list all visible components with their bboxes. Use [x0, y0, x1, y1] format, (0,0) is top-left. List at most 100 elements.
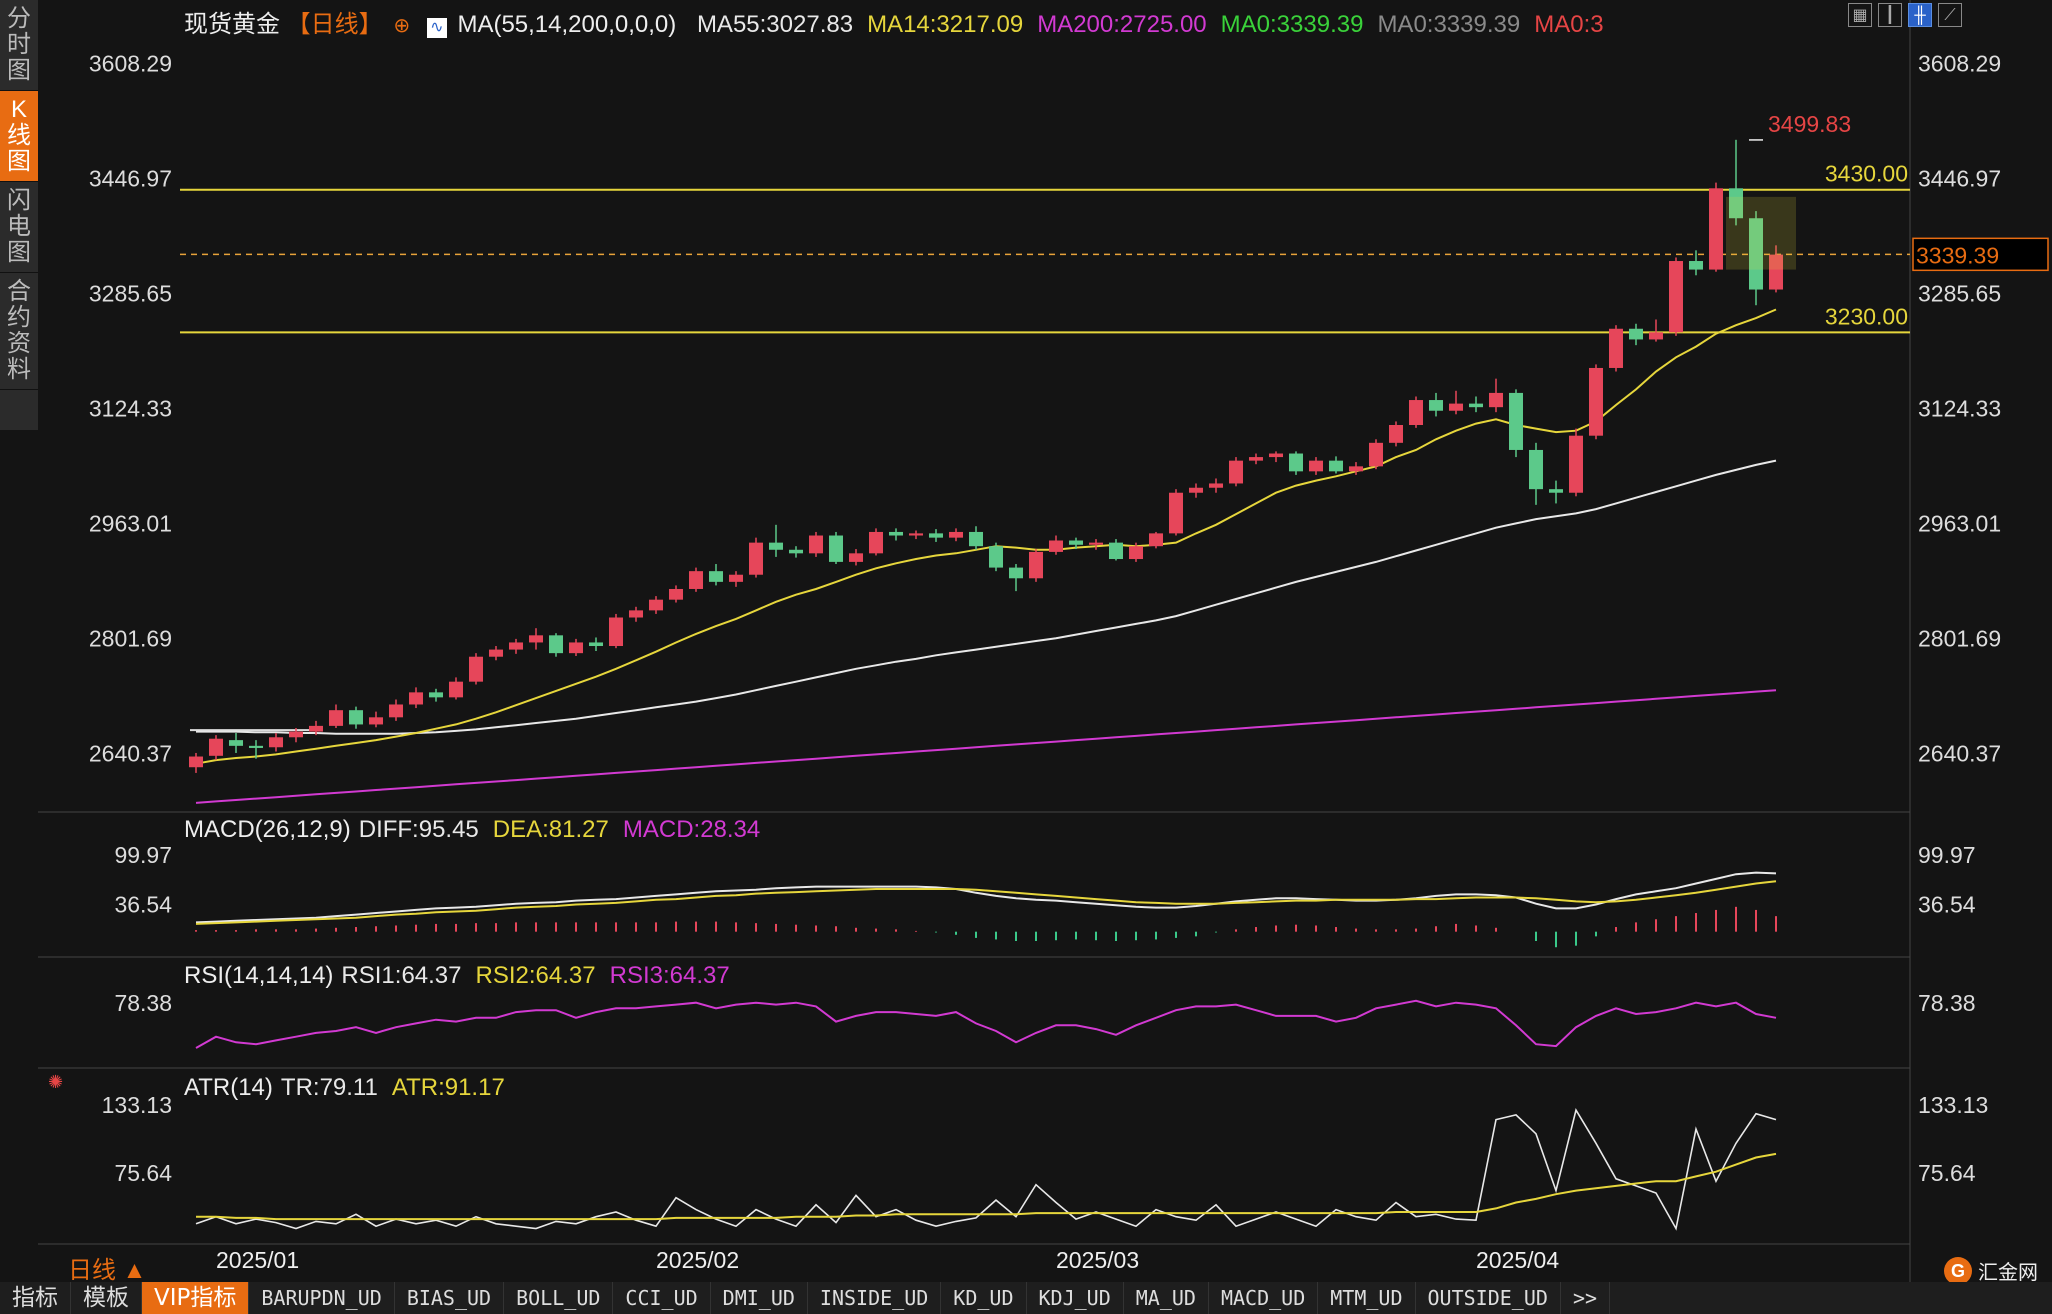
y-tick-label: 2801.69 — [89, 626, 172, 652]
y-tick-label: 3124.33 — [1918, 396, 2001, 422]
candle-body — [669, 588, 683, 600]
atr-legend: ATR(14) TR:79.11 ATR:91.17 — [184, 1074, 533, 1102]
y-tick-label: 3285.65 — [89, 281, 172, 307]
candle-body — [989, 546, 1003, 568]
y-tick-label: 3608.29 — [89, 51, 172, 77]
indicator-tab[interactable]: BARUPDN_UD — [249, 1282, 395, 1314]
candle-body — [1229, 460, 1243, 484]
rsi-tick-label: 78.38 — [114, 990, 172, 1016]
symbol-name: 现货黄金 — [184, 11, 280, 38]
ma-params: MA(55,14,200,0,0,0) — [457, 11, 677, 38]
candle-body — [389, 704, 403, 718]
atr-tick-label: 133.13 — [1918, 1092, 1988, 1118]
candle-body — [1109, 542, 1123, 560]
selection-box — [1726, 196, 1796, 270]
macd-legend-item: DIFF:95.45 — [358, 816, 479, 843]
macd-diff-line — [195, 871, 1777, 924]
indicator-tab[interactable]: DMI_UD — [711, 1282, 808, 1314]
atr-tick-label: 133.13 — [102, 1092, 172, 1118]
indicator-tab[interactable]: KD_UD — [941, 1282, 1027, 1314]
candle-body — [349, 710, 363, 725]
candle-body — [709, 571, 723, 582]
indicator-tab[interactable]: 指标 — [0, 1282, 71, 1314]
y-tick-label: 2801.69 — [1918, 626, 2001, 652]
view-sidebar: 分时图 K线图 闪电图 合约资料 — [0, 0, 38, 430]
candle-body — [1389, 425, 1403, 443]
indicator-tab[interactable]: BIAS_UD — [395, 1282, 505, 1314]
candle-body — [309, 725, 323, 732]
candle-body — [209, 738, 223, 756]
candle-body — [369, 717, 383, 725]
candle-body — [289, 731, 303, 738]
x-tick-label: 2025/01 — [216, 1247, 299, 1273]
candle-body — [1469, 403, 1483, 408]
candle-body — [869, 531, 883, 554]
indicator-tab[interactable]: OUTSIDE_UD — [1416, 1282, 1561, 1314]
high-marker-label: 3499.83 — [1768, 111, 1851, 137]
candle-body — [909, 533, 923, 536]
kline-chart[interactable]: 3608.29 3608.29 3446.97 3446.97 3285.65 3285.… — [0, 0, 2052, 1282]
candle-body — [1089, 542, 1103, 545]
y-tick-label: 3608.29 — [1918, 51, 2001, 77]
candle-body — [429, 692, 443, 698]
candle-body — [329, 710, 343, 726]
candle-body — [1249, 457, 1263, 461]
candle-body — [1609, 328, 1623, 368]
atr-tick-label: 75.64 — [1918, 1160, 1976, 1186]
indicator-tab[interactable]: MTM_UD — [1318, 1282, 1416, 1314]
ma200-line — [195, 689, 1777, 804]
macd-name: MACD(26,12,9) — [184, 816, 351, 843]
line-chart-icon[interactable]: ⟋ — [1938, 3, 1962, 27]
macd-legend: MACD(26,12,9) DIFF:95.45 DEA:81.27 MACD:28.… — [184, 816, 788, 844]
y-tick-label: 2640.37 — [1918, 741, 2001, 767]
macd-legend-item: DEA:81.27 — [492, 816, 609, 843]
candle-body — [929, 533, 943, 538]
candle-body — [1689, 261, 1703, 270]
atr-tick-label: 75.64 — [114, 1160, 172, 1186]
candle-body — [649, 599, 663, 611]
settings-icon[interactable]: ⊕ — [393, 15, 411, 37]
candle-body — [1449, 403, 1463, 411]
candle-body — [1049, 540, 1063, 552]
bar-chart-icon[interactable]: ┃ — [1878, 3, 1902, 27]
horizontal-line-label: 3430.00 — [1825, 161, 1908, 187]
indicator-tab[interactable]: VIP指标 — [142, 1282, 250, 1314]
indicator-tab[interactable]: >> — [1561, 1282, 1611, 1314]
indicator-tab[interactable]: MA_UD — [1124, 1282, 1209, 1314]
indicator-tab[interactable]: MACD_UD — [1209, 1282, 1319, 1314]
indicator-tab[interactable]: 模板 — [71, 1282, 142, 1314]
indicator-tab[interactable]: INSIDE_UD — [808, 1282, 942, 1314]
indicator-tab[interactable]: KDJ_UD — [1027, 1282, 1124, 1314]
candle-body — [1629, 328, 1643, 340]
period-selector[interactable]: 日线 ▲ — [68, 1257, 147, 1284]
alert-icon[interactable]: ✺ — [48, 1072, 64, 1092]
rsi-legend-item: RSI1:64.37 — [341, 962, 462, 989]
y-tick-label: 3285.65 — [1918, 281, 2001, 307]
y-tick-label: 3124.33 — [89, 396, 172, 422]
indicator-icon[interactable]: ∿ — [426, 18, 447, 38]
main-legend-item: MA14:3217.09 — [867, 11, 1024, 38]
candle-body — [1709, 188, 1723, 270]
macd-tick-label: 99.97 — [114, 842, 172, 868]
main-legend-item: MA0:3339.39 — [1220, 11, 1364, 38]
candle-body — [629, 610, 643, 618]
indicator-tab[interactable]: CCI_UD — [613, 1282, 711, 1314]
candle-body — [969, 531, 983, 547]
atr-line — [196, 1152, 1777, 1221]
grid-icon[interactable]: ▦ — [1848, 3, 1872, 27]
candle-body — [949, 531, 963, 538]
indicator-tab[interactable]: BOLL_UD — [504, 1282, 614, 1314]
candle-body — [249, 745, 263, 748]
candle-chart-icon[interactable]: ╫ — [1908, 3, 1932, 27]
tab-contract-info[interactable]: 合约资料 — [0, 273, 38, 390]
logo-text: 汇金网 — [1978, 1262, 2038, 1284]
main-legend-item: MA200:2725.00 — [1037, 11, 1207, 38]
tab-timeshare[interactable]: 分时图 — [0, 0, 38, 91]
atr-legend-item: TR:79.11 — [280, 1074, 378, 1101]
tab-kline[interactable]: K线图 — [0, 91, 38, 182]
atr-legend-item: ATR:91.17 — [391, 1074, 505, 1101]
candle-body — [1549, 489, 1563, 493]
tab-flash-chart[interactable]: 闪电图 — [0, 182, 38, 273]
candle-body — [1769, 254, 1783, 290]
candle-body — [729, 574, 743, 582]
